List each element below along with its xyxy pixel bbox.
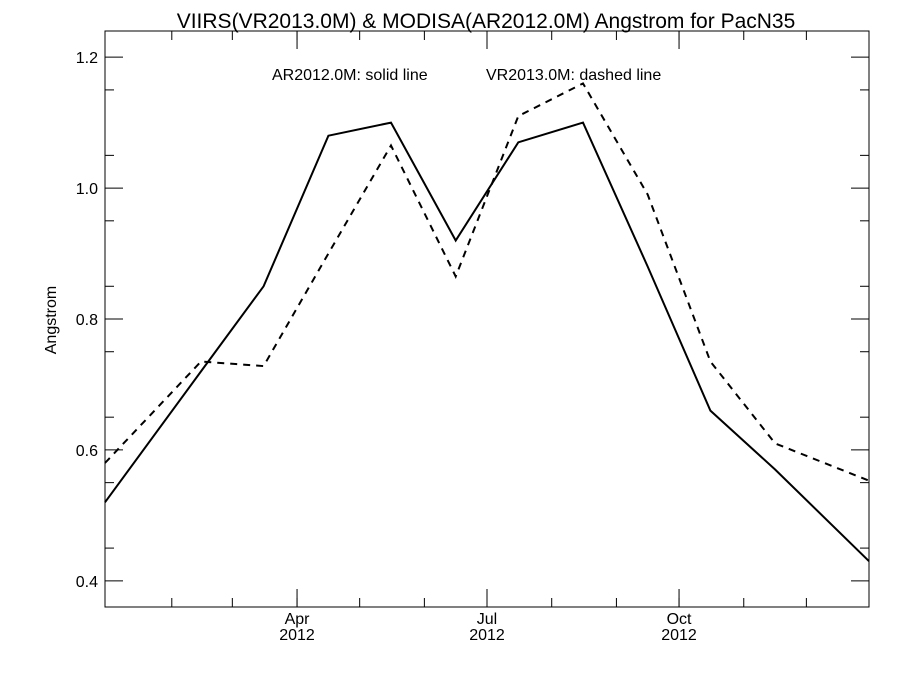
x-tick-label-year: 2012 xyxy=(279,627,315,644)
x-tick-label-month: Jul xyxy=(477,611,497,628)
legend-solid-text: AR2012.0M: solid line xyxy=(272,67,428,84)
y-tick-label: 0.6 xyxy=(76,443,98,460)
legend-dashed-text: VR2013.0M: dashed line xyxy=(486,67,661,84)
x-tick-label-month: Apr xyxy=(285,611,311,628)
series-line-dashed xyxy=(104,82,870,482)
chart-title: VIIRS(VR2013.0M) & MODISA(AR2012.0M) Ang… xyxy=(177,10,796,33)
x-tick-label-month: Oct xyxy=(667,611,692,628)
y-tick-label: 0.8 xyxy=(76,312,98,329)
y-axis-label: Angstrom xyxy=(43,286,60,354)
y-tick-label: 1.0 xyxy=(76,181,98,198)
plot-frame xyxy=(104,30,870,608)
y-tick-label: 1.2 xyxy=(76,50,98,67)
y-tick-label: 0.4 xyxy=(76,574,98,591)
series-line-solid xyxy=(104,121,870,562)
x-tick-label-year: 2012 xyxy=(469,627,505,644)
x-tick-label-year: 2012 xyxy=(661,627,697,644)
